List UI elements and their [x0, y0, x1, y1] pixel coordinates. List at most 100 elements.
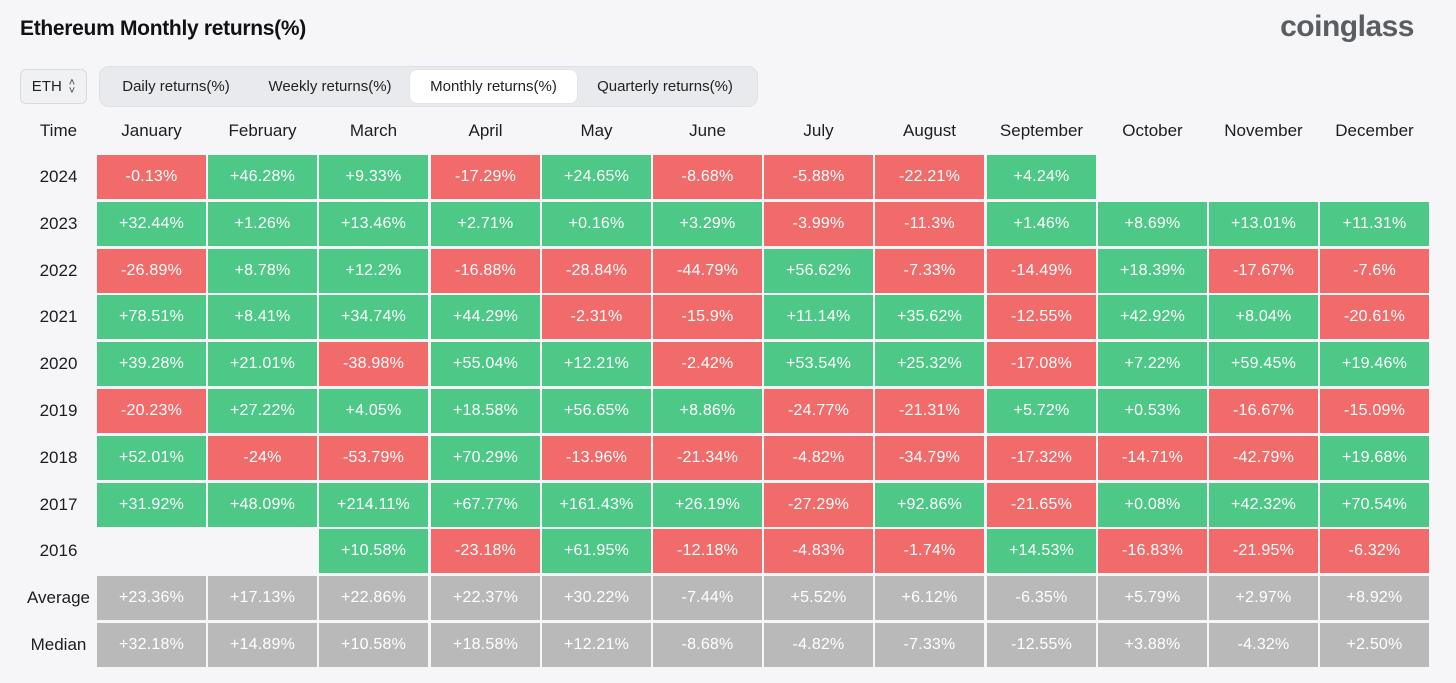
return-cell-median-january: +32.18%	[97, 623, 206, 667]
return-cell-2016-march: +10.58%	[319, 529, 428, 573]
column-header-time: Time	[39, 121, 78, 140]
return-cell-2020-august: +25.32%	[875, 342, 984, 386]
return-cell-average-june: -7.44%	[653, 576, 762, 620]
row-label-2019: 2019	[39, 401, 78, 420]
return-cell-2018-may: -13.96%	[542, 436, 651, 480]
return-cell-2023-april: +2.71%	[431, 202, 540, 246]
row-label-2021: 2021	[39, 307, 78, 326]
return-cell-2021-june: -15.9%	[653, 295, 762, 339]
return-cell-2023-march: +13.46%	[319, 202, 428, 246]
return-cell-2020-february: +21.01%	[208, 342, 317, 386]
return-cell-median-february: +14.89%	[208, 623, 317, 667]
return-cell-2021-july: +11.14%	[764, 295, 873, 339]
return-cell-2016-june: -12.18%	[653, 529, 762, 573]
tab-daily-returns[interactable]: Daily returns(%)	[122, 78, 230, 95]
return-cell-2019-may: +56.65%	[542, 389, 651, 433]
return-cell-2017-july: -27.29%	[764, 483, 873, 527]
return-cell-2022-november: -17.67%	[1209, 249, 1318, 293]
return-cell-2017-february: +48.09%	[208, 483, 317, 527]
return-cell-2018-june: -21.34%	[653, 436, 762, 480]
return-cell-2022-september: -14.49%	[987, 249, 1096, 293]
return-cell-average-july: +5.52%	[764, 576, 873, 620]
return-cell-average-march: +22.86%	[319, 576, 428, 620]
return-cell-2018-march: -53.79%	[319, 436, 428, 480]
return-cell-2021-december: -20.61%	[1320, 295, 1429, 339]
return-cell-average-november: +2.97%	[1209, 576, 1318, 620]
return-cell-average-october: +5.79%	[1098, 576, 1207, 620]
row-label-average: Average	[26, 588, 90, 607]
return-cell-2017-september: -21.65%	[987, 483, 1096, 527]
return-cell-2016-september: +14.53%	[987, 529, 1096, 573]
return-cell-2017-may: +161.43%	[542, 483, 651, 527]
return-cell-2021-september: -12.55%	[987, 295, 1096, 339]
tab-monthly-returns[interactable]: Monthly returns(%)	[410, 70, 577, 103]
return-cell-2019-november: -16.67%	[1209, 389, 1318, 433]
return-cell-2021-january: +78.51%	[97, 295, 206, 339]
return-cell-2024-january: -0.13%	[97, 155, 206, 199]
return-cell-average-december: +8.92%	[1320, 576, 1429, 620]
column-header-august: August	[903, 121, 956, 140]
page-title: Ethereum Monthly returns(%)	[20, 17, 306, 40]
return-cell-2024-september: +4.24%	[987, 155, 1096, 199]
return-cell-2016-october: -16.83%	[1098, 529, 1207, 573]
column-header-april: April	[468, 121, 503, 140]
return-cell-2024-may: +24.65%	[542, 155, 651, 199]
return-cell-2019-march: +4.05%	[319, 389, 428, 433]
row-label-2020: 2020	[39, 354, 78, 373]
column-header-june: June	[689, 121, 726, 140]
return-cell-2016-july: -4.83%	[764, 529, 873, 573]
tab-quarterly-returns[interactable]: Quarterly returns(%)	[597, 78, 733, 95]
return-cell-2022-january: -26.89%	[97, 249, 206, 293]
return-cell-2020-july: +53.54%	[764, 342, 873, 386]
return-cell-2023-july: -3.99%	[764, 202, 873, 246]
return-cell-2020-may: +12.21%	[542, 342, 651, 386]
return-cell-median-november: -4.32%	[1209, 623, 1318, 667]
return-cell-2016-may: +61.95%	[542, 529, 651, 573]
return-cell-2024-august: -22.21%	[875, 155, 984, 199]
return-cell-2020-december: +19.46%	[1320, 342, 1429, 386]
return-cell-2020-april: +55.04%	[431, 342, 540, 386]
return-cell-2018-december: +19.68%	[1320, 436, 1429, 480]
return-cell-2017-december: +70.54%	[1320, 483, 1429, 527]
return-cell-median-march: +10.58%	[319, 623, 428, 667]
return-cell-2021-november: +8.04%	[1209, 295, 1318, 339]
return-cell-2019-august: -21.31%	[875, 389, 984, 433]
column-header-february: February	[228, 121, 297, 140]
tab-weekly-returns[interactable]: Weekly returns(%)	[268, 78, 392, 95]
return-cell-2018-august: -34.79%	[875, 436, 984, 480]
return-cell-2021-february: +8.41%	[208, 295, 317, 339]
return-cell-2023-december: +11.31%	[1320, 202, 1429, 246]
column-header-january: January	[121, 121, 182, 140]
return-cell-2020-january: +39.28%	[97, 342, 206, 386]
column-header-may: May	[580, 121, 613, 140]
return-cell-average-april: +22.37%	[431, 576, 540, 620]
return-cell-2020-october: +7.22%	[1098, 342, 1207, 386]
chevron-up-down-icon: ˄ ˅	[68, 76, 76, 97]
row-label-2018: 2018	[39, 448, 78, 467]
return-cell-2018-october: -14.71%	[1098, 436, 1207, 480]
row-label-median: Median	[30, 635, 87, 654]
return-cell-2017-august: +92.86%	[875, 483, 984, 527]
return-cell-median-september: -12.55%	[987, 623, 1096, 667]
return-cell-2021-august: +35.62%	[875, 295, 984, 339]
return-cell-2018-january: +52.01%	[97, 436, 206, 480]
column-header-october: October	[1122, 121, 1183, 140]
return-cell-2019-december: -15.09%	[1320, 389, 1429, 433]
return-cell-2022-august: -7.33%	[875, 249, 984, 293]
return-cell-2024-february: +46.28%	[208, 155, 317, 199]
return-cell-2019-january: -20.23%	[97, 389, 206, 433]
return-cell-2021-october: +42.92%	[1098, 295, 1207, 339]
return-cell-2022-december: -7.6%	[1320, 249, 1429, 293]
return-cell-2024-june: -8.68%	[653, 155, 762, 199]
return-cell-2022-february: +8.78%	[208, 249, 317, 293]
return-cell-2019-october: +0.53%	[1098, 389, 1207, 433]
return-cell-2020-november: +59.45%	[1209, 342, 1318, 386]
return-cell-2023-january: +32.44%	[97, 202, 206, 246]
coin-select[interactable]: ETH ˄ ˅	[20, 69, 87, 104]
return-cell-2017-april: +67.77%	[431, 483, 540, 527]
return-cell-2018-july: -4.82%	[764, 436, 873, 480]
row-label-2023: 2023	[39, 214, 78, 233]
return-cell-2018-april: +70.29%	[431, 436, 540, 480]
column-header-september: September	[999, 121, 1084, 140]
return-cell-average-august: +6.12%	[875, 576, 984, 620]
